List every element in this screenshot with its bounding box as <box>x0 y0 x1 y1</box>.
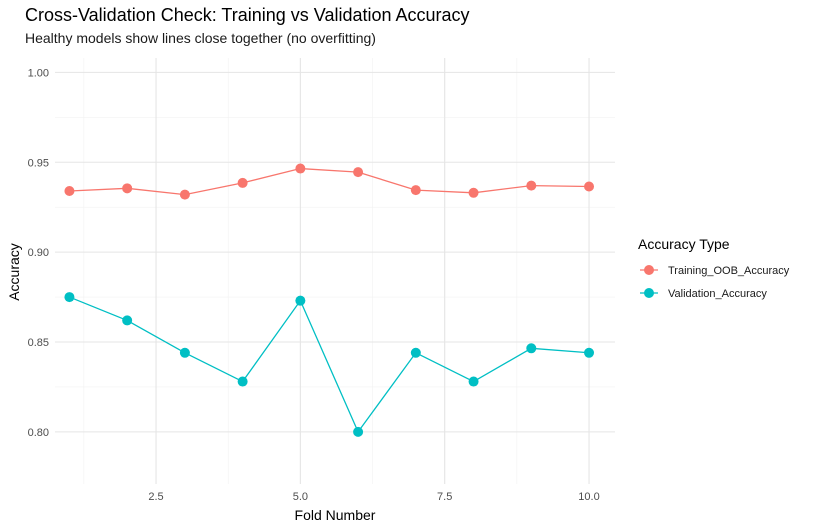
data-point-validation-accuracy <box>64 292 75 303</box>
data-point-validation-accuracy <box>526 343 537 354</box>
x-tick-label: 10.0 <box>578 491 599 503</box>
data-point-validation-accuracy <box>237 376 248 387</box>
y-tick-label: 0.95 <box>28 157 49 169</box>
legend-label-training-oob-accuracy: Training_OOB_Accuracy <box>668 265 790 277</box>
series-line-training-oob-accuracy <box>69 167 590 196</box>
data-point-training-oob-accuracy <box>237 177 248 188</box>
data-point-training-oob-accuracy <box>353 167 364 178</box>
series-line-validation-accuracy <box>69 296 590 434</box>
legend-items: Training_OOB_Accuracy Validation_Accuracy <box>640 265 790 300</box>
data-point-training-oob-accuracy <box>64 186 75 197</box>
y-tick-label: 0.90 <box>28 247 49 259</box>
y-axis-label: Accuracy <box>6 243 22 301</box>
data-point-training-oob-accuracy <box>410 185 421 196</box>
data-point-training-oob-accuracy <box>122 183 133 194</box>
legend-label-validation-accuracy: Validation_Accuracy <box>668 288 767 300</box>
plot-area <box>55 58 615 484</box>
data-point-training-oob-accuracy <box>295 163 306 174</box>
data-point-validation-accuracy <box>584 347 595 358</box>
data-point-validation-accuracy <box>410 347 421 358</box>
data-point-training-oob-accuracy <box>468 187 479 198</box>
data-point-training-oob-accuracy <box>179 189 190 200</box>
series-layer <box>64 163 595 437</box>
data-point-training-oob-accuracy <box>526 180 537 191</box>
y-tick-label: 1.00 <box>28 67 49 79</box>
x-tick-label: 2.5 <box>148 491 163 503</box>
legend-item-validation-accuracy: Validation_Accuracy <box>640 288 767 300</box>
x-tick-label: 5.0 <box>293 491 308 503</box>
chart-title: Cross-Validation Check: Training vs Vali… <box>25 5 470 25</box>
legend: Accuracy Type Training_OOB_Accuracy Valid… <box>638 236 790 300</box>
data-point-training-oob-accuracy <box>584 181 595 192</box>
y-axis-tick-labels: 0.80 0.85 0.90 0.95 1.00 <box>28 67 49 438</box>
data-point-validation-accuracy <box>353 426 364 437</box>
x-tick-label: 7.5 <box>437 491 452 503</box>
y-tick-label: 0.85 <box>28 337 49 349</box>
chart-subtitle: Healthy models show lines close together… <box>25 30 376 46</box>
minor-gridlines <box>55 58 615 484</box>
data-point-validation-accuracy <box>122 315 133 326</box>
legend-item-training-oob-accuracy: Training_OOB_Accuracy <box>640 265 790 277</box>
legend-title: Accuracy Type <box>638 236 730 252</box>
y-tick-label: 0.80 <box>28 427 49 439</box>
x-axis-label: Fold Number <box>295 507 376 523</box>
data-point-validation-accuracy <box>295 295 306 306</box>
data-point-validation-accuracy <box>468 376 479 387</box>
data-point-validation-accuracy <box>179 347 190 358</box>
major-gridlines <box>55 58 615 484</box>
legend-marker-training-oob-accuracy <box>644 265 654 275</box>
x-axis-tick-labels: 2.5 5.0 7.5 10.0 <box>148 491 599 503</box>
legend-marker-validation-accuracy <box>644 288 654 298</box>
